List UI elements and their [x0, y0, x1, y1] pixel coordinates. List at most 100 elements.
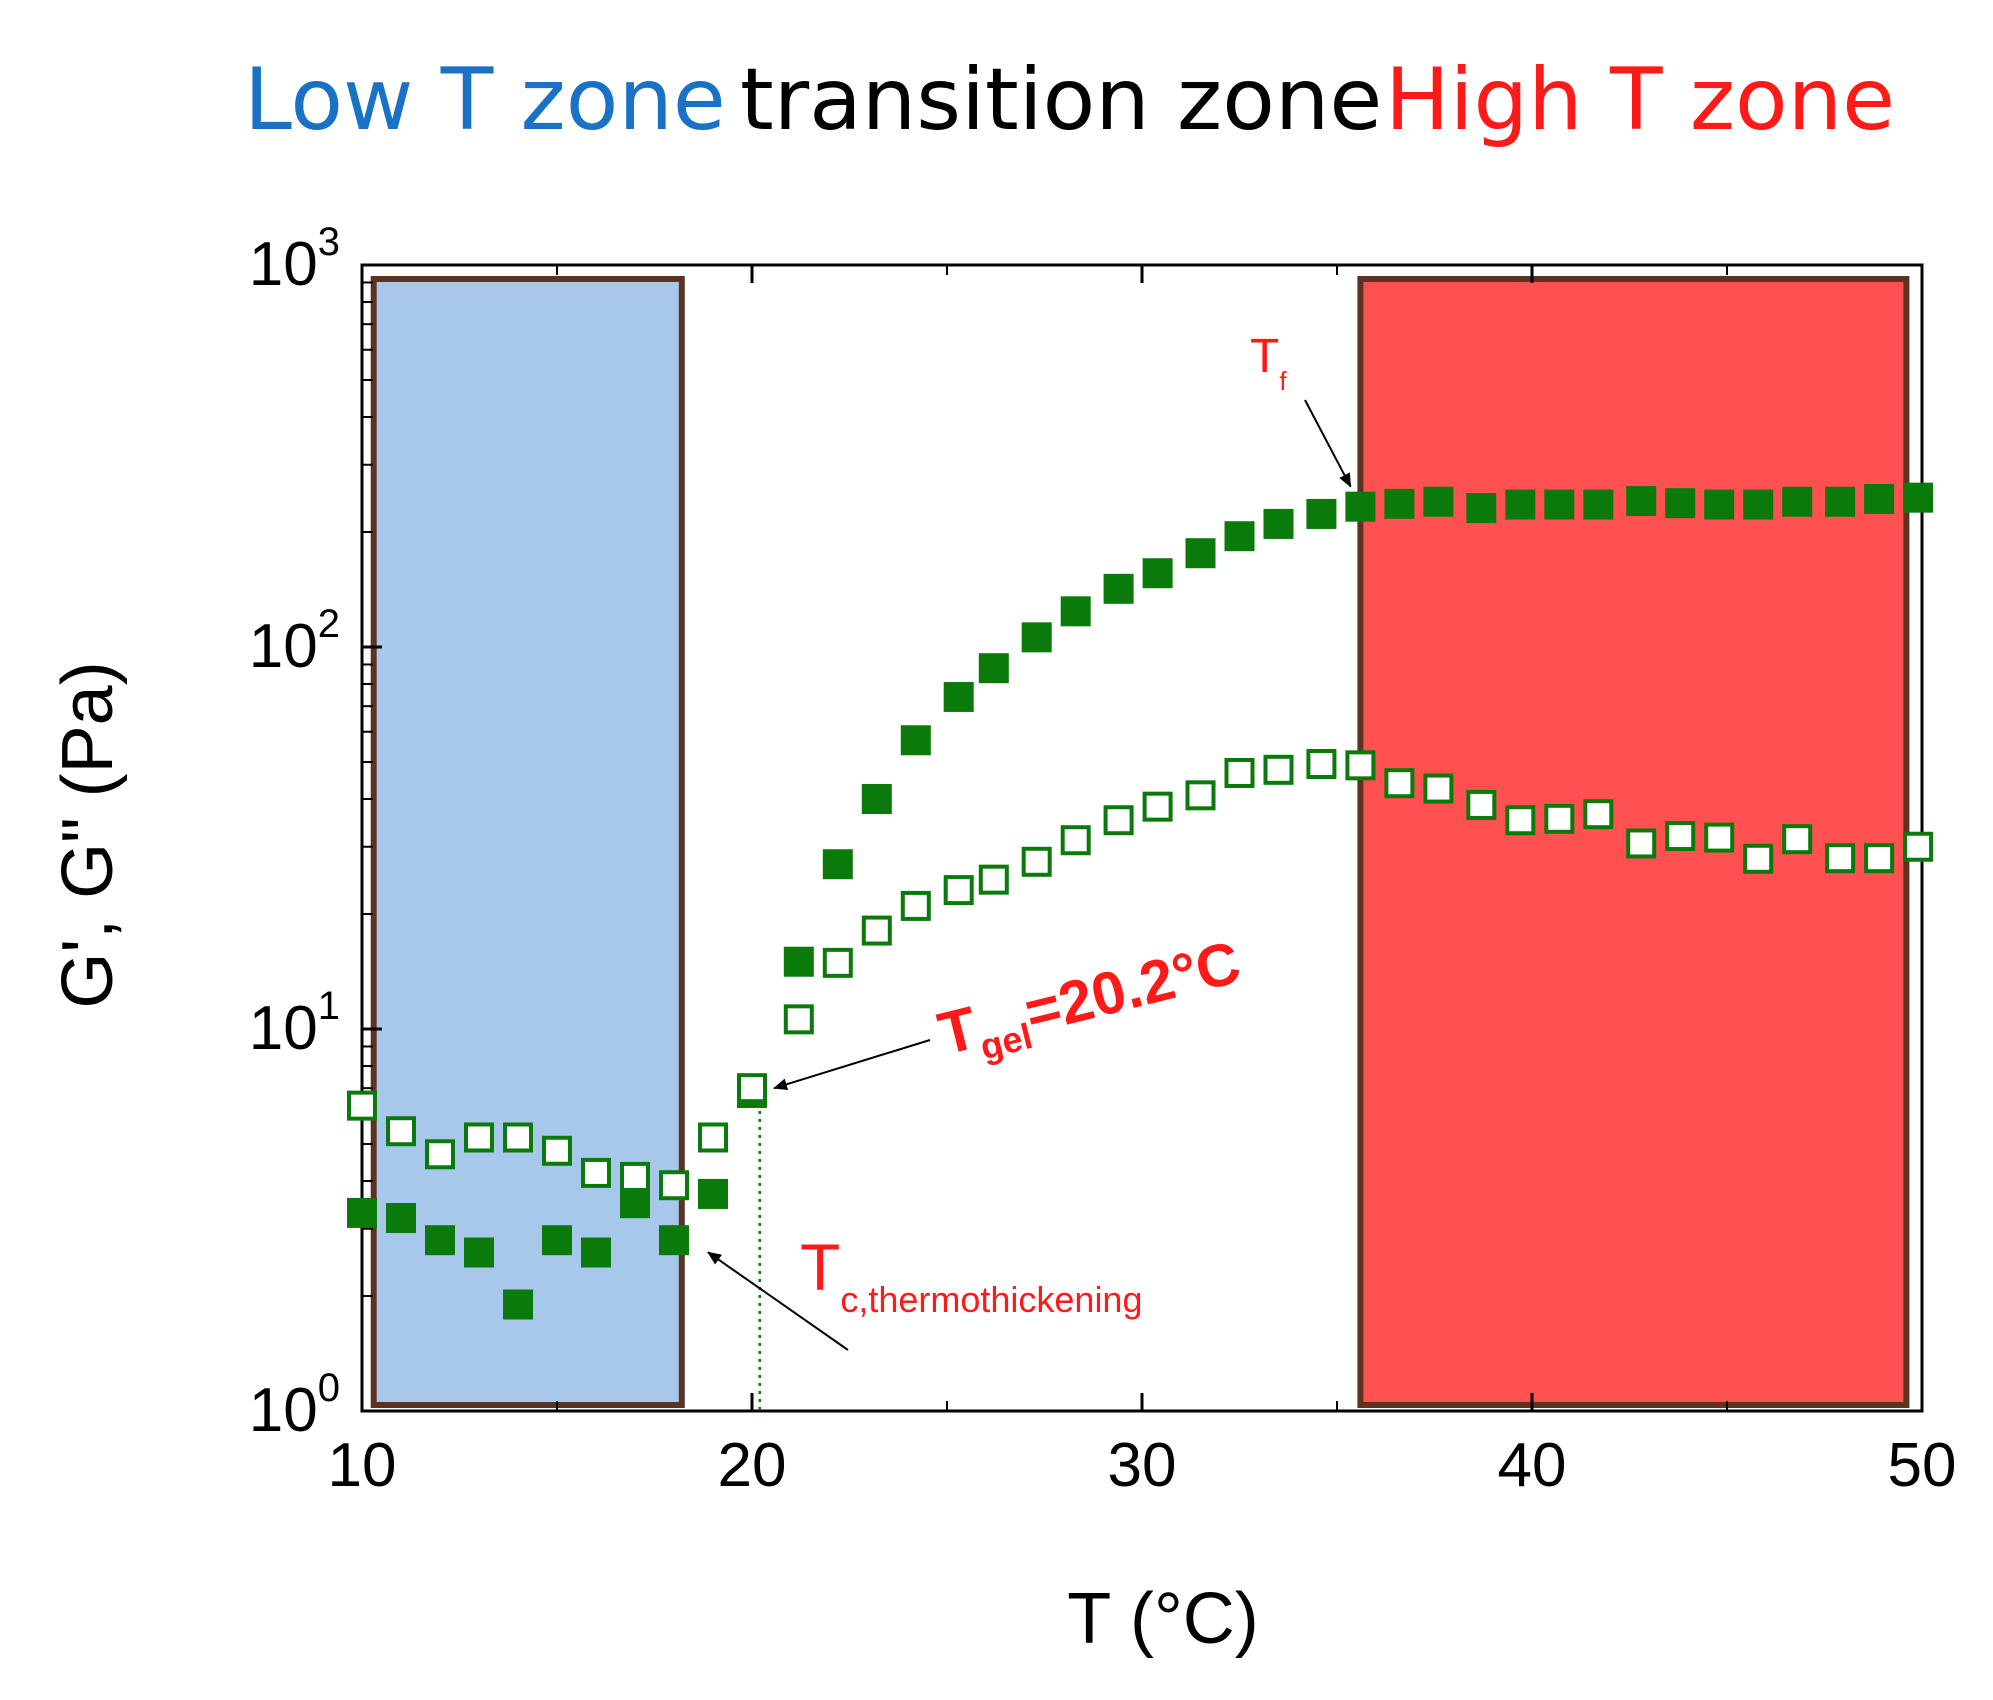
- tc-label: Tc,thermothickening: [800, 1230, 1142, 1320]
- g-double-prime-point: [861, 915, 892, 946]
- tf-label: Tf: [1250, 330, 1287, 396]
- g-prime-point: [943, 681, 974, 712]
- g-prime-point: [1306, 498, 1337, 529]
- g-prime-point: [978, 653, 1009, 684]
- g-prime-point: [1142, 558, 1173, 589]
- y-tick-label: 100: [249, 1366, 340, 1445]
- y-axis-label: G', G" (Pa): [48, 661, 128, 1008]
- g-prime-point: [464, 1237, 494, 1268]
- g-prime-point: [1505, 489, 1536, 520]
- g-prime-point: [503, 1289, 533, 1320]
- g-double-prime-point: [581, 1157, 611, 1188]
- x-tick-label: 40: [1498, 1431, 1567, 1500]
- g-prime-point: [1060, 596, 1091, 627]
- g-double-prime-point: [1583, 799, 1614, 830]
- g-double-prime-point: [1665, 821, 1696, 852]
- g-double-prime-point: [698, 1122, 728, 1153]
- g-double-prime-point: [1103, 805, 1134, 836]
- series-g-double-prime: [347, 748, 1934, 1201]
- g-double-prime-point: [1021, 846, 1052, 877]
- g-double-prime-point: [978, 864, 1009, 895]
- g-prime-point: [698, 1178, 728, 1209]
- g-double-prime-point: [1704, 822, 1735, 853]
- g-prime-point: [659, 1225, 689, 1256]
- g-prime-point: [900, 725, 931, 756]
- g-double-prime-point: [1505, 805, 1536, 836]
- g-double-prime-point: [1544, 803, 1575, 834]
- g-prime-point: [1263, 508, 1294, 539]
- g-prime-point: [1583, 489, 1614, 520]
- g-double-prime-point: [1782, 824, 1813, 855]
- g-double-prime-point: [1864, 843, 1895, 874]
- g-prime-point: [425, 1225, 455, 1256]
- tgel-arrow: [773, 1039, 931, 1091]
- g-double-prime-point: [1263, 754, 1294, 785]
- g-double-prime-point: [1626, 828, 1657, 859]
- g-prime-point: [1665, 488, 1696, 519]
- g-double-prime-point: [1306, 748, 1337, 779]
- high-t-zone-title: High T zone: [1385, 50, 1896, 150]
- g-prime-point: [1224, 521, 1255, 552]
- g-double-prime-point: [1423, 773, 1454, 804]
- g-double-prime-point: [822, 947, 853, 978]
- g-prime-point: [1544, 489, 1575, 520]
- g-prime-point: [1466, 493, 1497, 524]
- g-prime-point: [1345, 491, 1376, 522]
- g-prime-point: [783, 946, 814, 977]
- g-double-prime-point: [1224, 757, 1255, 788]
- g-double-prime-point: [1743, 843, 1774, 874]
- g-double-prime-point: [1384, 768, 1415, 799]
- g-double-prime-point: [1825, 843, 1856, 874]
- g-double-prime-point: [1060, 825, 1091, 856]
- g-prime-point: [1423, 486, 1454, 517]
- g-prime-point: [1103, 573, 1134, 604]
- g-double-prime-point: [943, 875, 974, 906]
- x-tick-label: 10: [328, 1431, 397, 1500]
- g-prime-point: [1903, 482, 1934, 513]
- g-double-prime-point: [503, 1122, 533, 1153]
- g-prime-point: [620, 1188, 650, 1219]
- g-prime-point: [386, 1203, 416, 1234]
- g-prime-point: [1743, 489, 1774, 520]
- g-prime-point: [581, 1237, 611, 1268]
- g-double-prime-point: [620, 1161, 650, 1192]
- g-double-prime-point: [737, 1073, 767, 1104]
- y-tick-label: 101: [249, 984, 340, 1063]
- g-double-prime-point: [464, 1122, 494, 1153]
- g-double-prime-point: [1142, 791, 1173, 822]
- g-prime-point: [347, 1197, 377, 1228]
- g-double-prime-point: [1466, 789, 1497, 820]
- y-tick-label: 102: [249, 602, 340, 681]
- g-double-prime-point: [425, 1139, 455, 1170]
- g-prime-point: [1825, 486, 1856, 517]
- x-axis-label: T (°C): [1067, 1579, 1258, 1659]
- g-double-prime-point: [659, 1170, 689, 1201]
- g-double-prime-point: [1185, 780, 1216, 811]
- series-g-prime: [347, 482, 1934, 1320]
- g-prime-point: [542, 1225, 572, 1256]
- g-double-prime-point: [1903, 831, 1934, 862]
- g-prime-point: [1864, 484, 1895, 515]
- low-t-zone-title: Low T zone: [244, 50, 726, 150]
- tc-arrow: [707, 1251, 849, 1351]
- g-double-prime-point: [386, 1116, 416, 1147]
- x-tick-label: 20: [718, 1431, 787, 1500]
- data-layer: [347, 482, 1934, 1320]
- g-prime-point: [1626, 486, 1657, 517]
- g-prime-point: [1185, 538, 1216, 569]
- g-double-prime-point: [783, 1004, 814, 1035]
- x-tick-label: 50: [1888, 1431, 1957, 1500]
- g-double-prime-point: [1345, 750, 1376, 781]
- g-double-prime-point: [900, 890, 931, 921]
- transition-zone-title: transition zone: [740, 50, 1383, 150]
- g-double-prime-point: [542, 1135, 572, 1166]
- g-prime-point: [822, 849, 853, 880]
- g-prime-point: [1021, 622, 1052, 653]
- g-prime-point: [1704, 489, 1735, 520]
- y-tick-label: 103: [249, 220, 340, 299]
- g-prime-point: [1782, 486, 1813, 517]
- g-double-prime-point: [347, 1090, 377, 1121]
- low-t-zone: [370, 276, 685, 1408]
